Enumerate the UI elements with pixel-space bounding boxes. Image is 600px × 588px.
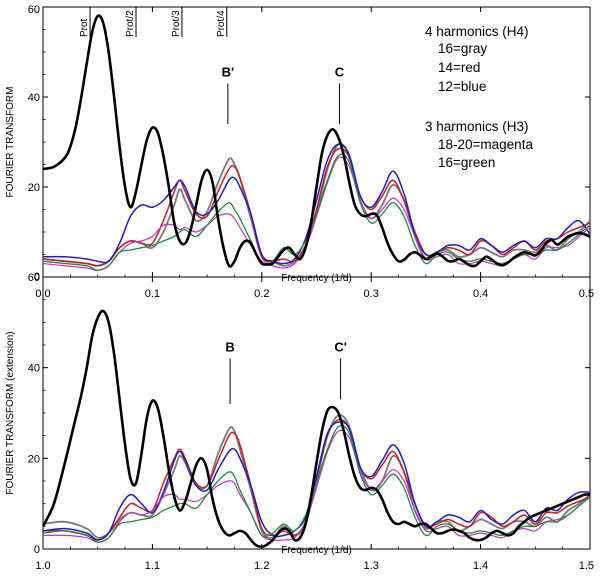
- top-series-4-harmonics-12-blue: [43, 143, 590, 265]
- bottom-panel: 1.0 1.1 1.2 1.3 1.4 1.5 0 20 40 60 Frequency (1/d)…: [5, 272, 594, 572]
- bottom-series-3-harmonics-18-20-magenta: [43, 429, 590, 543]
- bottom-x-tick-label: 1.3: [364, 560, 379, 572]
- top-x-tick-label: 0.2: [254, 288, 269, 300]
- legend-entry: 16=gray: [438, 41, 487, 56]
- top-series-4-harmonics-14-red: [43, 147, 590, 267]
- top-x-axis-title: Frequency (1/d): [281, 273, 352, 284]
- legend-entry: 16=green: [438, 155, 495, 170]
- legend-entry: 4 harmonics (H4): [425, 24, 529, 39]
- marker-label-prot: Prot: [79, 18, 90, 37]
- top-y-tick-label: 40: [28, 92, 40, 104]
- top-x-tick-label: 0.3: [364, 288, 379, 300]
- top-y-tick-label: 20: [28, 182, 40, 194]
- top-annotation-label: C: [335, 65, 345, 80]
- marker-label-prot-2: Prot/2: [125, 10, 136, 37]
- marker-label-prot-4: Prot/4: [216, 10, 227, 37]
- bottom-y-tick-label: 0: [34, 544, 40, 556]
- bottom-y-tick-label: 20: [28, 453, 40, 465]
- bottom-series-observed: [43, 309, 590, 549]
- bottom-series-3-harmonics-16-green: [43, 424, 590, 543]
- bottom-x-axis-title: Frequency (1/d): [281, 545, 352, 556]
- top-y-tick-label: 0: [34, 271, 40, 283]
- bottom-x-tick-label: 1.0: [35, 560, 50, 572]
- top-annotation-label: B': [222, 65, 234, 80]
- top-y-axis-title: FOURIER TRANSFORM: [5, 87, 16, 198]
- bottom-y-axis-title: FOURIER TRANSFORM (extension): [5, 331, 16, 494]
- top-series-observed: [43, 14, 590, 268]
- marker-label-prot-3: Prot/3: [171, 10, 182, 37]
- bottom-y-tick-label: 40: [28, 363, 40, 375]
- bottom-x-tick-label: 1.5: [579, 560, 594, 572]
- legend-entry: 3 harmonics (H3): [425, 119, 529, 134]
- top-x-tick-label: 0.5: [579, 288, 594, 300]
- legend: 4 harmonics (H4) 16=gray 14=red 12=blue 3 ha…: [425, 24, 533, 170]
- bottom-annotation-label: B: [225, 340, 234, 355]
- top-x-tick-label: 0.4: [473, 288, 488, 300]
- bottom-x-tick-label: 1.2: [254, 560, 269, 572]
- top-x-tick-label: 0.1: [145, 288, 160, 300]
- bottom-x-tick-label: 1.4: [473, 560, 488, 572]
- legend-entry: 12=blue: [438, 79, 486, 94]
- bottom-y-tick-label: 60: [28, 272, 40, 284]
- legend-entry: 14=red: [438, 60, 480, 75]
- bottom-annotation-label: C': [334, 340, 346, 355]
- bottom-x-tick-label: 1.1: [145, 560, 160, 572]
- top-y-tick-label: 60: [28, 4, 40, 16]
- bottom-series-4-harmonics-12-blue: [43, 421, 590, 541]
- legend-entry: 18-20=magenta: [438, 137, 533, 152]
